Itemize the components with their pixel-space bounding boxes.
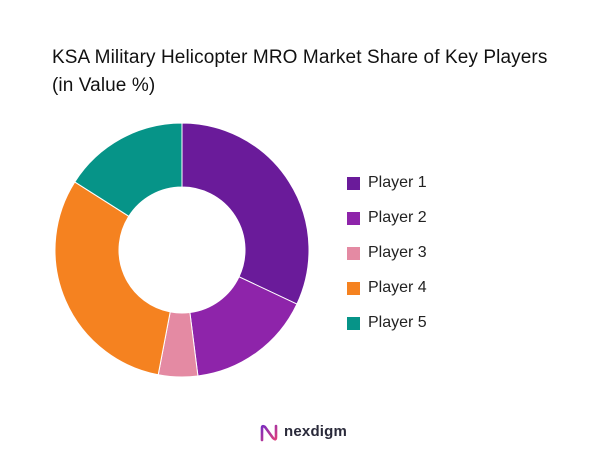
legend-swatch [347,317,360,330]
nexdigm-logo-icon [260,424,278,442]
legend-label: Player 4 [368,279,427,296]
legend-label: Player 1 [368,174,427,191]
slice-player-5 [74,122,183,217]
legend-swatch [347,247,360,260]
legend-swatch [347,177,360,190]
legend-item-player-1: Player 1 [347,170,547,205]
legend-swatch [347,212,360,225]
legend-swatch [347,282,360,295]
legend-item-player-5: Player 5 [347,310,547,345]
legend-item-player-3: Player 3 [347,240,547,275]
legend-label: Player 3 [368,244,427,261]
chart-legend: Player 1 Player 2 Player 3 Player 4 Player 5 [347,170,547,345]
slice-player-1 [181,122,310,305]
donut-slices [54,122,310,378]
legend-label: Player 2 [368,209,427,226]
chart-title: KSA Military Helicopter MRO Market Share… [52,47,548,96]
legend-label: Player 5 [368,314,427,331]
slice-player-4 [54,181,171,376]
legend-item-player-4: Player 4 [347,275,547,310]
brand-name: nexdigm [284,423,348,440]
legend-item-player-2: Player 2 [347,205,547,240]
